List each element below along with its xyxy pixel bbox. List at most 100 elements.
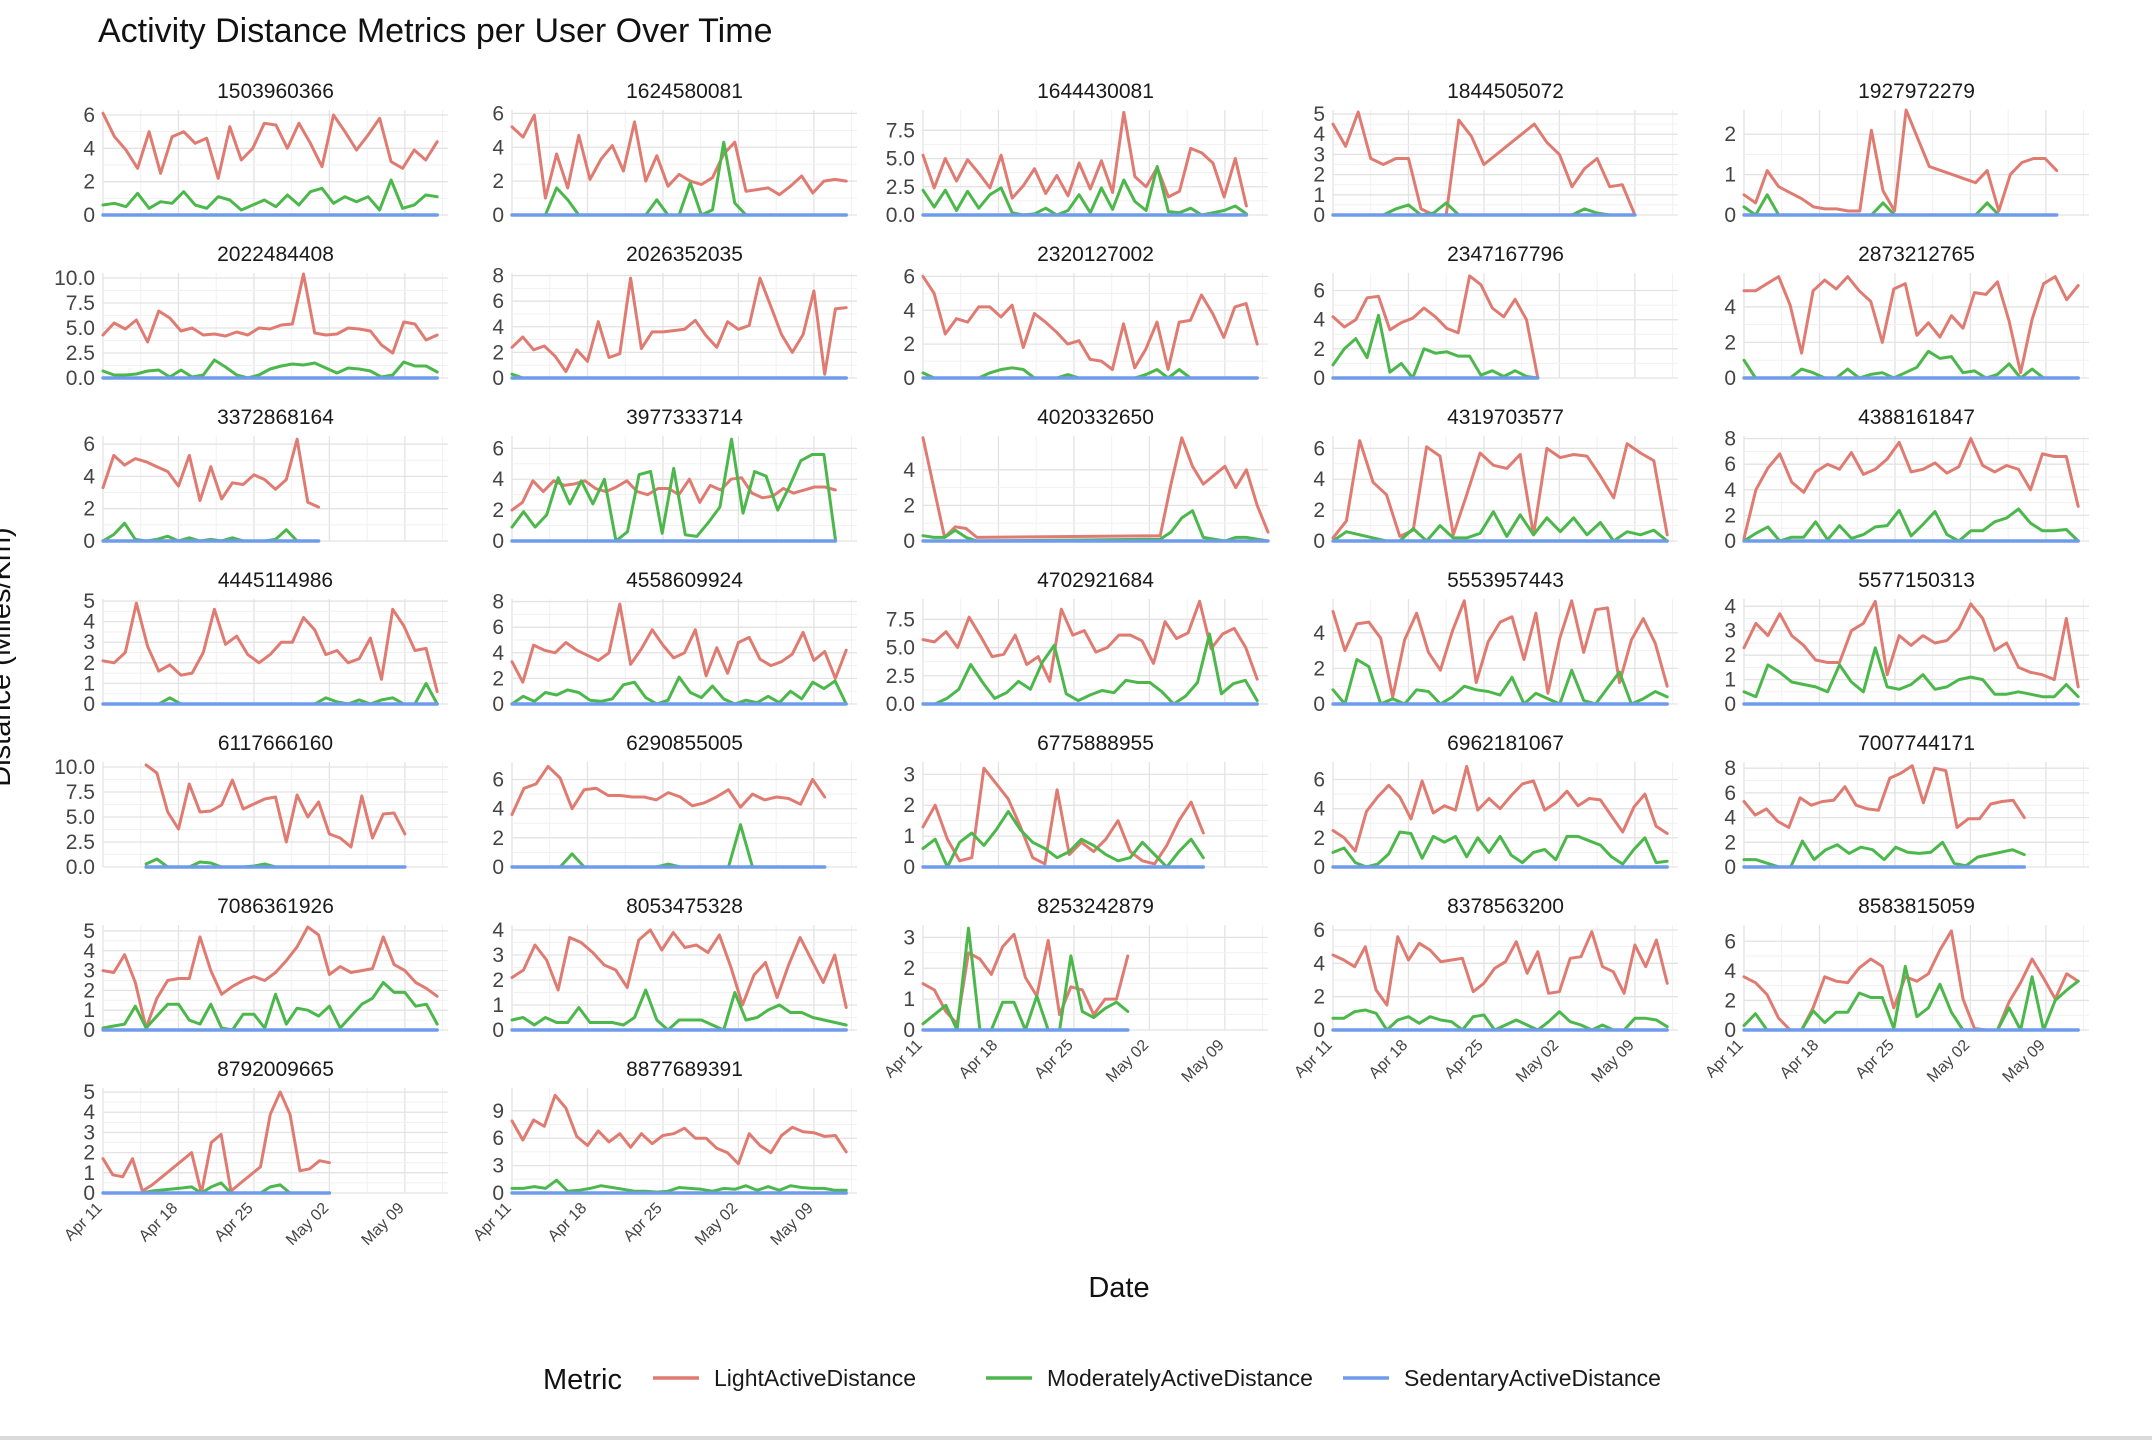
x-tick-label: Apr 25 (211, 1200, 256, 1245)
facet-strip-label: 8053475328 (626, 895, 743, 918)
facet-panel: 5553957443 0 2 4 (1313, 569, 1678, 716)
facet-strip-label: 1503960366 (217, 80, 334, 103)
y-tick-label: 2 (83, 171, 95, 194)
facet-panel: 8583815059 0 2 4 6 Apr 11 Apr 18 Apr 25 May 02 Ma… (1702, 895, 2089, 1086)
series-line-light-active (1331, 599, 1669, 699)
y-tick-label: 10.0 (54, 267, 95, 290)
panel-background (1333, 273, 1678, 378)
facet-strip-label: 4445114986 (218, 569, 333, 592)
y-tick-label: 4 (492, 642, 504, 665)
y-tick-label: 1 (83, 672, 95, 695)
y-tick-label: 6 (492, 290, 504, 313)
series-line-light-active (144, 763, 407, 849)
series-line-light-active (921, 274, 1259, 371)
y-tick-label: 0.0 (66, 856, 95, 879)
y-tick-label: 8 (1724, 428, 1736, 451)
facet-strip-label: 8583815059 (1858, 895, 1975, 918)
facet-panel: 2026352035 0 24 68 (492, 243, 857, 390)
y-tick-label: 0 (83, 1182, 95, 1205)
series-line-light-active (101, 437, 321, 509)
y-tick-label: 4 (1313, 622, 1325, 645)
y-tick-label: 1 (83, 1162, 95, 1185)
series-line-light-active (921, 599, 1259, 683)
y-tick-label: 10.0 (54, 756, 95, 779)
legend-entry-label: SedentaryActiveDistance (1404, 1365, 1661, 1391)
y-tick-label: 6 (1313, 919, 1325, 942)
y-tick-label: 4 (83, 137, 95, 160)
y-tick-label: 0 (1724, 693, 1736, 716)
facet-panel: 4388161847 0 24 68 (1724, 406, 2089, 553)
y-tick-label: 2 (903, 494, 915, 517)
x-tick-label: Apr 11 (1702, 1037, 1747, 1082)
x-tick-label: Apr 11 (470, 1200, 515, 1245)
y-tick-label: 0 (1724, 1019, 1736, 1042)
chart-title: Activity Distance Metrics per User Over … (98, 12, 772, 50)
series-line-moderately-active (1331, 658, 1669, 706)
y-tick-label: 2 (1313, 338, 1325, 361)
y-tick-label: 2 (83, 652, 95, 675)
y-tick-label: 4 (83, 940, 95, 963)
x-tick-label: May 09 (1589, 1037, 1638, 1086)
series-line-light-active (921, 766, 1205, 866)
y-tick-label: 2 (492, 969, 504, 992)
facet-panel: 4558609924 0 24 68 (492, 569, 857, 716)
x-tick-label: Apr 11 (881, 1037, 926, 1082)
x-tick-label: Apr 25 (620, 1200, 665, 1245)
y-tick-label: 4 (1724, 296, 1736, 319)
y-tick-label: 5 (83, 590, 95, 613)
y-tick-label: 0 (492, 204, 504, 227)
y-tick-label: 4 (492, 919, 504, 942)
facet-strip-label: 8378563200 (1447, 895, 1564, 918)
x-tick-label: Apr 18 (956, 1037, 1001, 1082)
x-tick-label: May 02 (1103, 1037, 1152, 1086)
facet-strip-label: 2347167796 (1447, 243, 1564, 266)
y-tick-label: 4 (492, 136, 504, 159)
y-tick-label: 4 (1724, 595, 1736, 618)
y-tick-label: 0.0 (886, 693, 915, 716)
series-line-light-active (1742, 275, 2080, 375)
y-tick-label: 0.0 (66, 367, 95, 390)
series-line-moderately-active (921, 632, 1259, 706)
y-tick-label: 2 (1724, 331, 1736, 354)
y-tick-label: 0 (903, 1019, 915, 1042)
y-tick-label: 1 (1724, 669, 1736, 692)
facet-strip-label: 6290855005 (626, 732, 743, 755)
y-tick-label: 0 (83, 530, 95, 553)
facet-panel: 8378563200 0 2 4 6 Apr 11 Apr 18 Apr 25 May 02 Ma… (1291, 895, 1678, 1086)
series-line-moderately-active (921, 509, 1270, 543)
y-tick-label: 2 (83, 1142, 95, 1165)
y-tick-label: 3 (83, 631, 95, 654)
facet-strip-label: 2022484408 (217, 243, 334, 266)
y-tick-label: 2.5 (66, 831, 95, 854)
y-tick-label: 0 (83, 204, 95, 227)
legend-entry-label: ModeratelyActiveDistance (1047, 1365, 1313, 1391)
facet-panel: 2022484408 0.02.55.07.510.0 (54, 243, 448, 390)
series-line-light-active (510, 476, 837, 512)
series-line-light-active (1331, 439, 1669, 540)
y-tick-label: 6 (1313, 437, 1325, 460)
y-tick-label: 6 (1724, 453, 1736, 476)
y-tick-label: 0 (1724, 367, 1736, 390)
x-tick-label: May 09 (768, 1200, 817, 1249)
y-tick-label: 4 (1313, 952, 1325, 975)
series-line-light-active (101, 1090, 331, 1195)
facet-strip-label: 3372868164 (217, 406, 334, 429)
y-tick-label: 0 (492, 367, 504, 390)
facet-panel: 6290855005 0 2 4 6 (492, 732, 857, 879)
y-tick-label: 4 (1724, 960, 1736, 983)
facet-panel: 8877689391 0 3 6 9 Apr 11 Apr 18 Apr 25 May 02 Ma… (470, 1058, 857, 1249)
y-tick-label: 4 (903, 459, 915, 482)
y-tick-label: 0 (1724, 204, 1736, 227)
y-tick-label: 4 (903, 299, 915, 322)
facet-strip-label: 4388161847 (1858, 406, 1975, 429)
legend-title: Metric (543, 1364, 622, 1396)
series-line-light-active (510, 276, 848, 376)
panel-background (1744, 599, 2089, 704)
y-tick-label: 7.5 (886, 119, 915, 142)
